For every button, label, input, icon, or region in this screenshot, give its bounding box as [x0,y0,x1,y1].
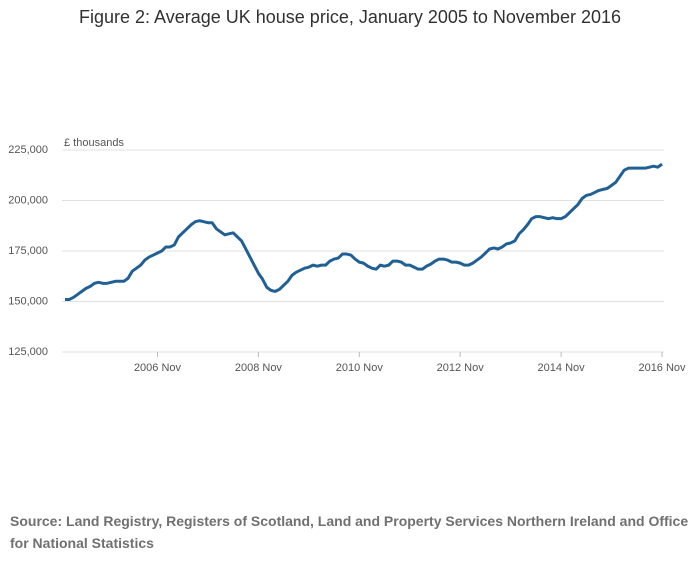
x-tick-label: 2006 Nov [134,362,182,374]
y-tick-label: 175,000 [8,245,48,257]
y-tick-label: 200,000 [8,194,48,206]
y-axis-label: £ thousands [64,137,124,149]
y-tick-label: 150,000 [8,295,48,307]
source-note: Source: Land Registry, Registers of Scot… [10,513,689,551]
x-tick-label: 2012 Nov [437,362,485,374]
line-series [65,162,663,301]
x-tick-label: 2016 Nov [638,362,686,374]
source-box: Source: Land Registry, Registers of Scot… [10,513,689,551]
chart-title: Figure 2: Average UK house price, Januar… [79,7,621,27]
y-tick-label: 125,000 [8,346,48,358]
y-tick-label: 225,000 [8,144,48,156]
x-tick-label: 2014 Nov [538,362,586,374]
x-tick-label: 2010 Nov [336,362,384,374]
x-tick-label: 2008 Nov [235,362,283,374]
